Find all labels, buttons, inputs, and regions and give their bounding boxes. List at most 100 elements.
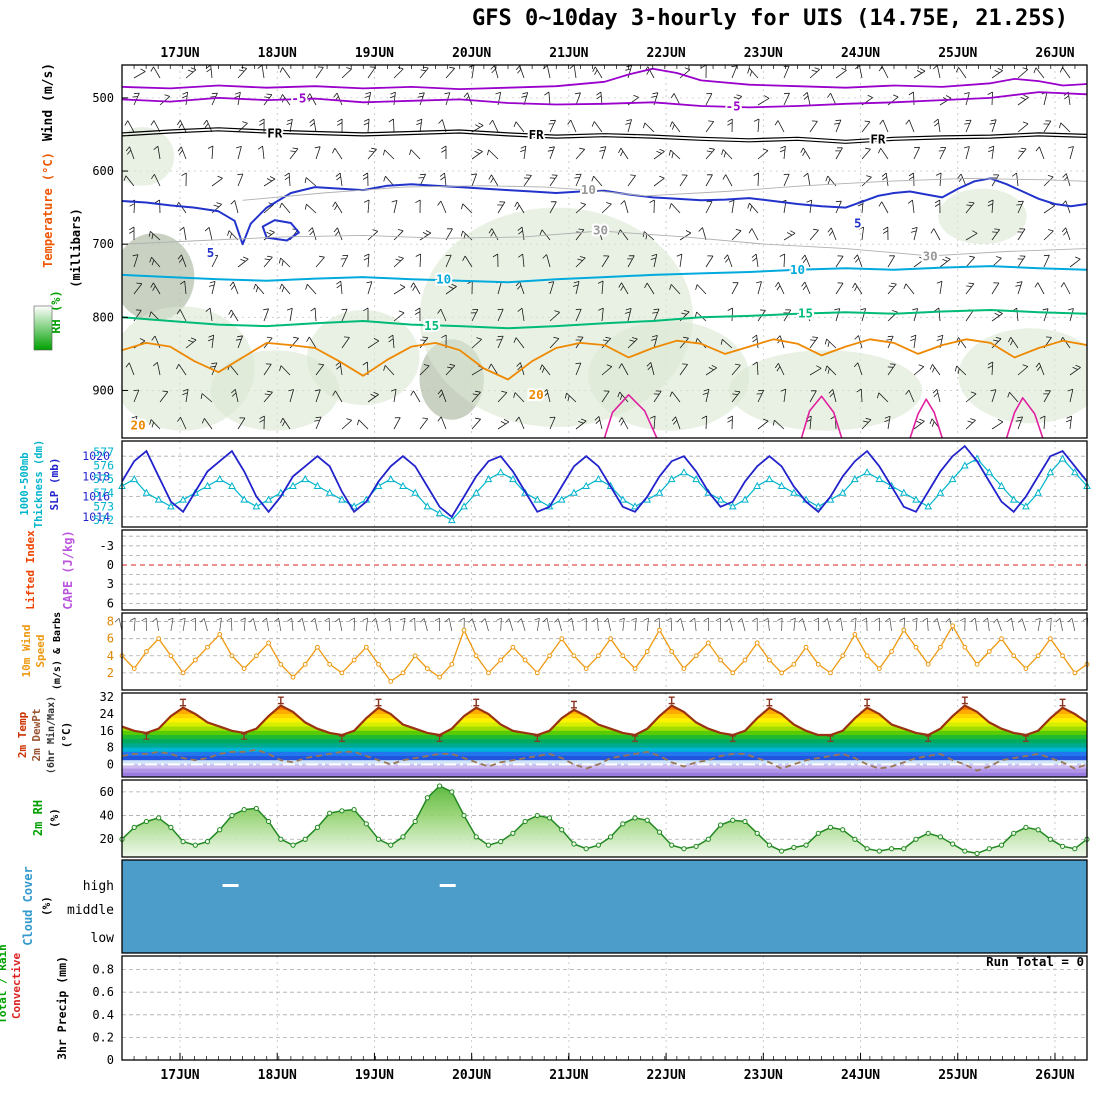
cloud-cover-panel <box>122 860 1087 953</box>
min-whisker <box>534 735 541 742</box>
svg-text:60: 60 <box>100 785 114 799</box>
max-whisker <box>375 698 382 707</box>
date-label-bottom: 20JUN <box>452 1068 491 1083</box>
temp-contour-25-d <box>1005 396 1044 438</box>
min-whisker <box>338 735 345 742</box>
svg-text:6: 6 <box>107 596 114 610</box>
svg-text:1020: 1020 <box>82 449 110 463</box>
left-label-w10c: (m/s) & Barbs <box>52 612 63 690</box>
date-axis: 17JUN 17JUN 18JUN 18JUN 19JUN 19JUN 20JUN 20JUN… <box>160 46 1074 1083</box>
axis-labels: 5006007008009001020101810161014577576575… <box>67 91 128 1067</box>
contour-label: -5 <box>726 99 741 114</box>
svg-text:high: high <box>83 879 114 894</box>
slp-thickness-panel <box>118 444 1091 524</box>
left-label-temperature: Temperature (°C) <box>41 152 55 268</box>
temp-contour-25-c <box>909 398 943 438</box>
svg-text:0: 0 <box>107 757 114 771</box>
contour-label: FR <box>267 126 283 141</box>
left-label-rh2u: (%) <box>48 808 61 828</box>
precip-panel: Run Total = 0 <box>121 954 1088 1060</box>
date-label-bottom: 26JUN <box>1035 1068 1074 1083</box>
left-label-pc: Convective <box>10 953 23 1020</box>
lifted-index-cape-panel <box>122 535 1087 604</box>
temp-dewpt-panel <box>121 696 1088 777</box>
date-label-top: 23JUN <box>744 46 783 61</box>
date-label-bottom: 23JUN <box>744 1068 783 1083</box>
wind-speed-line <box>121 624 1088 683</box>
svg-text:middle: middle <box>67 903 114 918</box>
svg-text:0: 0 <box>107 558 114 572</box>
temp-contour-5 <box>122 177 1087 246</box>
svg-text:574: 574 <box>93 486 114 500</box>
date-label-top: 20JUN <box>452 46 491 61</box>
left-label-cape: CAPE (J/kg) <box>61 530 75 609</box>
run-total-label: Run Total = 0 <box>986 954 1084 969</box>
wind-10m-barbs <box>114 617 1088 632</box>
contour-label: 20 <box>131 418 146 433</box>
svg-text:3: 3 <box>107 577 114 591</box>
min-whisker <box>241 733 248 740</box>
contour-label: 15 <box>798 306 813 321</box>
svg-text:4: 4 <box>107 649 114 663</box>
freezing-level <box>122 130 1087 144</box>
panel-border-p5 <box>121 692 1088 778</box>
svg-text:575: 575 <box>93 472 114 486</box>
svg-text:0: 0 <box>107 1053 114 1067</box>
left-label-cc: Cloud Cover <box>21 866 35 945</box>
max-whisker <box>277 696 284 705</box>
left-label-rh2: 2m RH <box>31 800 45 836</box>
min-whisker <box>1022 735 1029 742</box>
slp-line <box>121 444 1088 519</box>
date-label-top: 24JUN <box>841 46 880 61</box>
date-label-top: 19JUN <box>355 46 394 61</box>
svg-text:572: 572 <box>93 513 114 527</box>
svg-text:700: 700 <box>92 237 114 251</box>
date-label-bottom: 22JUN <box>647 1068 686 1083</box>
rh-2m-panel <box>119 783 1090 857</box>
min-whisker <box>143 733 150 740</box>
max-whisker <box>864 698 871 707</box>
left-label-lifted: Lifted Index <box>24 530 37 610</box>
left-label-millibars: (millibars) <box>69 208 83 287</box>
left-label-pp: 3hr Precip (mm) <box>55 956 69 1060</box>
temp-contour-upper-purple <box>122 67 1087 90</box>
min-whisker <box>925 735 932 742</box>
svg-text:573: 573 <box>93 500 114 514</box>
max-whisker <box>961 696 968 705</box>
max-whisker <box>668 696 675 705</box>
left-label-slp: SLP (mb) <box>48 458 61 511</box>
date-label-top: 25JUN <box>938 46 977 61</box>
svg-text:-3: -3 <box>100 539 114 553</box>
left-axis-titles: Wind (m/s) Temperature (°C) RH (%) (milliba… <box>0 63 83 1060</box>
date-label-bottom: 21JUN <box>549 1068 588 1083</box>
max-whisker <box>766 698 773 707</box>
svg-text:576: 576 <box>93 459 114 473</box>
svg-text:600: 600 <box>92 164 114 178</box>
max-whisker <box>180 698 187 707</box>
chart-title: GFS 0~10day 3-hourly for UIS (14.75E, 21… <box>471 6 1069 31</box>
contour-label: 30 <box>923 249 938 264</box>
svg-text:0.2: 0.2 <box>92 1030 114 1044</box>
contour-label: FR <box>870 132 886 147</box>
svg-text:8: 8 <box>107 615 114 629</box>
high-cloud-dash <box>439 884 456 887</box>
max-whisker <box>473 698 480 707</box>
left-label-ccu: (%) <box>40 896 53 916</box>
contour-label: -5 <box>291 91 306 106</box>
rh-contour-10 <box>242 177 1087 201</box>
dewpoint-line <box>121 748 1088 772</box>
upper-air-panel: -5 -5 FR FR FR 5 5 10 10 15 15 20 20 10 30 30 <box>122 65 1087 438</box>
svg-text:1018: 1018 <box>82 469 110 483</box>
date-label-bottom: 17JUN <box>160 1068 199 1083</box>
svg-text:6: 6 <box>107 632 114 646</box>
temp-contour-10 <box>122 265 1087 284</box>
contour-label: FR <box>529 127 545 142</box>
panel-border-p3 <box>121 529 1088 611</box>
min-whisker <box>632 735 639 742</box>
svg-text:500: 500 <box>92 91 114 105</box>
contour-label: 5 <box>207 245 215 260</box>
svg-text:2: 2 <box>107 666 114 680</box>
contour-label: 20 <box>529 387 544 402</box>
max-whisker <box>570 700 577 709</box>
